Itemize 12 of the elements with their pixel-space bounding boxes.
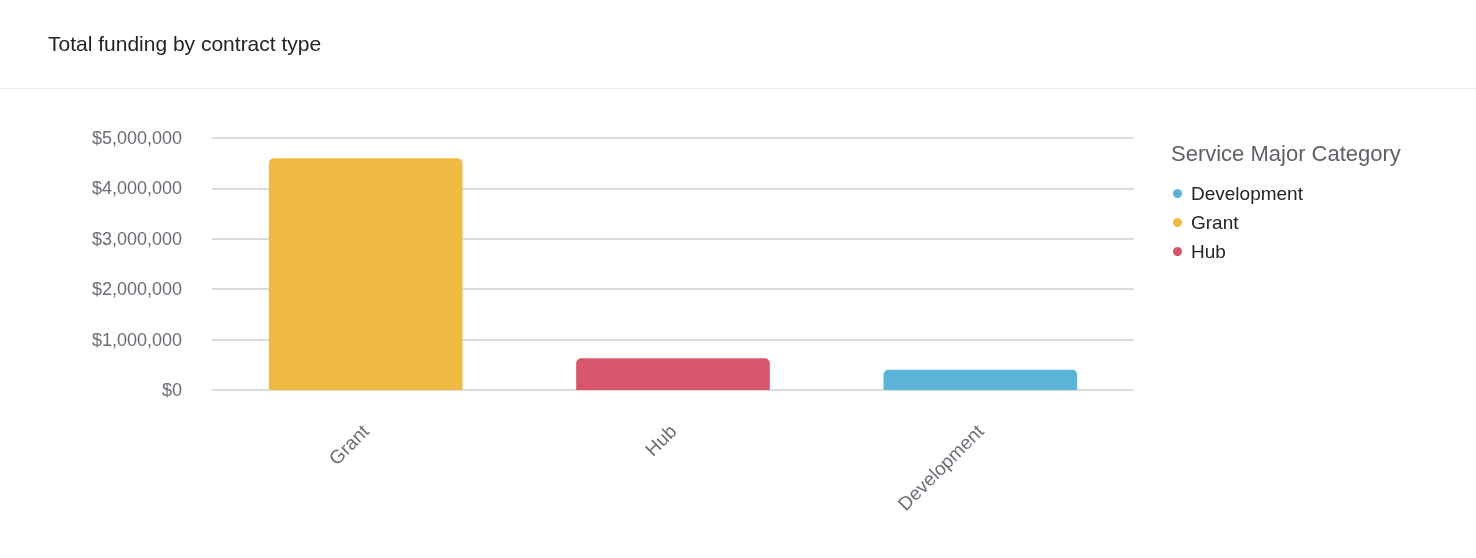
legend-title: Service Major Category <box>1171 140 1401 166</box>
legend-label: Grant <box>1191 212 1240 233</box>
legend-label: Development <box>1191 183 1304 204</box>
y-tick-label: $5,000,000 <box>91 128 182 148</box>
y-tick-label: $1,000,000 <box>91 329 182 350</box>
x-tick-label: Hub <box>640 420 681 461</box>
chart-title: Total funding by contract type <box>48 32 322 55</box>
y-tick-label: $3,000,000 <box>91 228 182 249</box>
legend-label: Hub <box>1191 241 1226 262</box>
y-tick-label: $4,000,000 <box>91 178 182 199</box>
y-tick-label: $0 <box>161 380 182 400</box>
y-tick-label: $2,000,000 <box>91 279 182 300</box>
